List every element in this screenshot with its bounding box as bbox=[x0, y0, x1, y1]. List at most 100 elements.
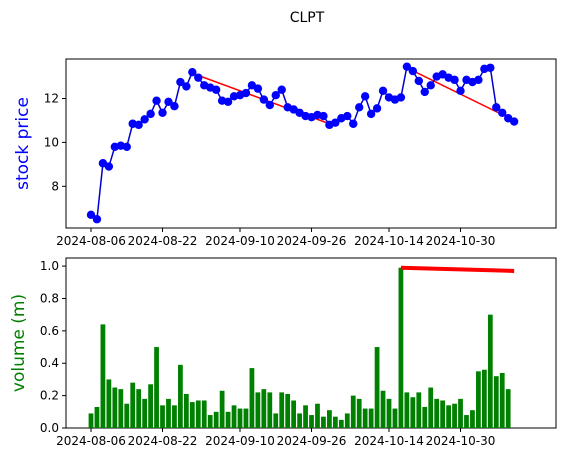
volume-bar bbox=[487, 314, 493, 428]
price-point bbox=[426, 81, 435, 90]
volume-bar bbox=[434, 398, 440, 428]
volume-bar bbox=[279, 392, 285, 428]
x-tick-label: 2024-08-22 bbox=[128, 234, 198, 248]
volume-bar bbox=[88, 413, 94, 428]
volume-bar bbox=[178, 364, 183, 428]
price-point bbox=[158, 108, 167, 117]
price-point bbox=[343, 111, 352, 121]
chart-title: CLPT bbox=[290, 10, 325, 26]
price-point bbox=[349, 119, 358, 128]
price-point bbox=[456, 86, 465, 96]
volume-bar bbox=[124, 403, 130, 428]
volume-bar bbox=[464, 415, 469, 428]
y-tick-label: 8 bbox=[51, 179, 59, 193]
volume-bar bbox=[154, 347, 159, 428]
price-point bbox=[271, 91, 280, 100]
volume-bar bbox=[219, 390, 225, 428]
volume-bar bbox=[100, 324, 106, 428]
volume-bar bbox=[356, 398, 362, 428]
price-series bbox=[86, 62, 519, 224]
price-point bbox=[86, 210, 96, 220]
volume-bar bbox=[362, 408, 368, 428]
volume-bar bbox=[398, 267, 404, 428]
volume-bar bbox=[231, 405, 237, 428]
price-point bbox=[450, 75, 459, 85]
price-point bbox=[152, 96, 161, 105]
y-tick-label: 0.4 bbox=[40, 356, 59, 370]
x-tick-label: 2024-09-10 bbox=[205, 434, 275, 448]
price-point bbox=[259, 95, 269, 104]
volume-bar bbox=[189, 402, 195, 428]
price-point bbox=[92, 215, 102, 224]
price-point bbox=[372, 104, 382, 113]
volume-bar bbox=[315, 403, 320, 428]
volume-bar bbox=[285, 394, 291, 428]
price-point bbox=[396, 93, 406, 102]
volume-bar bbox=[470, 410, 475, 428]
volume-bar bbox=[416, 392, 422, 428]
volume-bar bbox=[243, 408, 249, 428]
volume-bar bbox=[481, 369, 487, 428]
price-point bbox=[182, 82, 191, 91]
volume-bar bbox=[130, 382, 136, 428]
volume-bar bbox=[201, 400, 207, 428]
volume-bar bbox=[392, 408, 398, 428]
volume-bar bbox=[446, 405, 451, 428]
volume-bar bbox=[249, 368, 255, 428]
volume-bar bbox=[213, 411, 219, 428]
y-tick-label: 0.2 bbox=[40, 389, 59, 403]
volume-axes-frame bbox=[65, 257, 557, 429]
volume-bar bbox=[386, 398, 392, 428]
x-tick-label: 2024-08-06 bbox=[56, 234, 126, 248]
volume-bar bbox=[291, 400, 297, 428]
price-point bbox=[223, 97, 233, 106]
volume-bar bbox=[261, 389, 267, 428]
price-point bbox=[474, 75, 483, 85]
volume-bar bbox=[237, 408, 243, 428]
volume-bar bbox=[94, 406, 100, 428]
price-point bbox=[122, 142, 131, 151]
volume-y-axis: 0.0 0.2 0.4 0.6 0.8 1.0 bbox=[40, 259, 66, 435]
x-tick-label: 2024-10-14 bbox=[354, 234, 424, 248]
volume-bar bbox=[499, 372, 505, 428]
price-point bbox=[146, 109, 155, 119]
x-tick-label: 2024-09-26 bbox=[277, 434, 347, 448]
price-point bbox=[241, 88, 251, 98]
price-point bbox=[366, 109, 376, 119]
y-tick-label: 0.6 bbox=[40, 324, 59, 338]
volume-bar bbox=[404, 392, 410, 428]
price-point bbox=[265, 100, 274, 110]
volume-bar bbox=[374, 347, 380, 428]
volume-panel: 0.00.20.40.60.81.0 2024-08-06 2024-08-22 2… bbox=[9, 257, 557, 448]
volume-bar bbox=[207, 415, 213, 428]
volume-bar bbox=[344, 413, 350, 428]
price-point bbox=[170, 101, 179, 111]
price-y-axis-label: stock price bbox=[13, 97, 33, 190]
volume-bar bbox=[309, 415, 314, 428]
volume-bar bbox=[160, 405, 165, 428]
price-point bbox=[360, 92, 370, 101]
price-point bbox=[134, 120, 143, 130]
price-point bbox=[140, 115, 149, 124]
volume-y-axis-label: volume (m) bbox=[9, 294, 29, 392]
volume-bar bbox=[267, 392, 273, 428]
volume-bar bbox=[255, 392, 261, 428]
y-tick-label: 0.8 bbox=[40, 291, 59, 305]
volume-bar bbox=[332, 416, 338, 428]
volume-bar bbox=[321, 416, 326, 428]
volume-bar bbox=[458, 398, 463, 428]
price-point bbox=[402, 62, 412, 71]
volume-bar bbox=[148, 384, 153, 428]
x-tick-label: 2024-09-10 bbox=[205, 234, 275, 248]
volume-trend-lines bbox=[400, 265, 515, 273]
y-tick-label: 10 bbox=[44, 135, 59, 149]
volume-bar bbox=[136, 389, 142, 428]
price-point bbox=[420, 87, 429, 97]
price-axes-frame bbox=[65, 58, 557, 229]
volume-bar bbox=[297, 413, 302, 428]
volume-bar bbox=[350, 395, 356, 428]
volume-trend-line bbox=[400, 265, 515, 273]
price-point bbox=[277, 85, 286, 94]
